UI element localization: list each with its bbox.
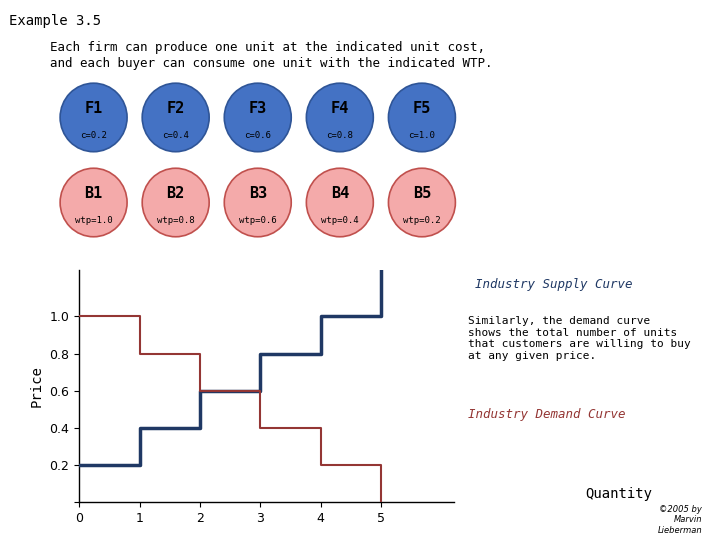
- Ellipse shape: [307, 83, 374, 152]
- Text: Quantity: Quantity: [585, 487, 653, 501]
- Text: wtp=1.0: wtp=1.0: [75, 216, 112, 225]
- Ellipse shape: [60, 83, 127, 152]
- Text: B2: B2: [166, 186, 185, 201]
- Text: Industry Supply Curve: Industry Supply Curve: [475, 278, 633, 291]
- Text: Example 3.5: Example 3.5: [9, 14, 101, 28]
- Ellipse shape: [307, 168, 374, 237]
- Ellipse shape: [389, 83, 456, 152]
- Text: B1: B1: [84, 186, 103, 201]
- Text: F2: F2: [166, 102, 185, 117]
- Text: F5: F5: [413, 102, 431, 117]
- Text: and each buyer can consume one unit with the indicated WTP.: and each buyer can consume one unit with…: [50, 57, 493, 70]
- Text: Industry Demand Curve: Industry Demand Curve: [468, 408, 626, 421]
- Text: c=0.8: c=0.8: [326, 131, 354, 140]
- Ellipse shape: [225, 83, 291, 152]
- Y-axis label: Price: Price: [30, 365, 44, 407]
- Text: B3: B3: [248, 186, 267, 201]
- Text: wtp=0.8: wtp=0.8: [157, 216, 194, 225]
- Text: c=0.6: c=0.6: [244, 131, 271, 140]
- Text: c=0.4: c=0.4: [162, 131, 189, 140]
- Text: wtp=0.2: wtp=0.2: [403, 216, 441, 225]
- Text: F3: F3: [248, 102, 267, 117]
- Text: B4: B4: [330, 186, 349, 201]
- Text: ©2005 by
Marvin
Lieberman: ©2005 by Marvin Lieberman: [657, 505, 702, 535]
- Text: Similarly, the demand curve
shows the total number of units
that customers are w: Similarly, the demand curve shows the to…: [468, 316, 690, 361]
- Text: B5: B5: [413, 186, 431, 201]
- Text: F1: F1: [84, 102, 103, 117]
- Text: F4: F4: [330, 102, 349, 117]
- Text: wtp=0.4: wtp=0.4: [321, 216, 359, 225]
- Text: wtp=0.6: wtp=0.6: [239, 216, 276, 225]
- Text: c=1.0: c=1.0: [408, 131, 436, 140]
- Ellipse shape: [389, 168, 456, 237]
- Ellipse shape: [142, 168, 210, 237]
- Text: Each firm can produce one unit at the indicated unit cost,: Each firm can produce one unit at the in…: [50, 40, 485, 53]
- Ellipse shape: [60, 168, 127, 237]
- Ellipse shape: [225, 168, 291, 237]
- Text: c=0.2: c=0.2: [80, 131, 107, 140]
- Ellipse shape: [142, 83, 210, 152]
